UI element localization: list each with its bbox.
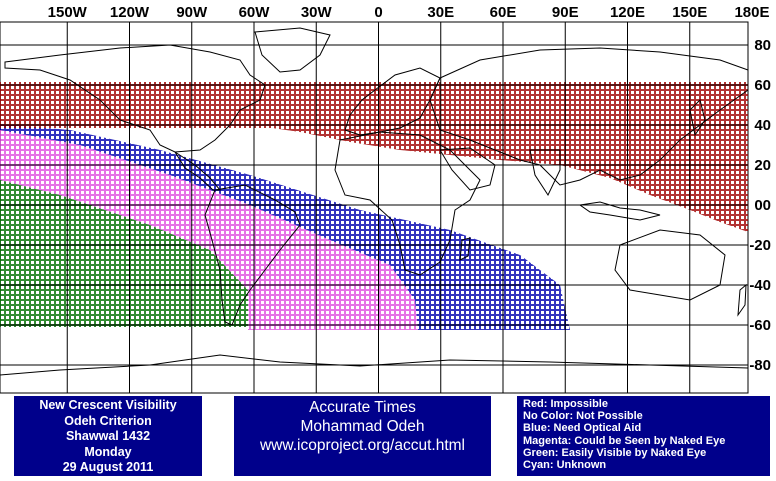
visibility-info-panel: New Crescent Visibility Odeh Criterion S…	[14, 396, 202, 476]
longitude-tick-label: 60W	[239, 4, 271, 21]
legend-red: Red: Impossible	[523, 398, 608, 410]
criterion-label: Odeh Criterion	[64, 413, 152, 428]
graticule	[0, 22, 748, 393]
south-america	[204, 184, 301, 326]
longitude-labels: 150W 120W 90W 60W 30W 0 30E 60E 90E 120E 150E 180E	[48, 4, 770, 21]
longitude-tick-label: 30W	[301, 4, 333, 21]
website-link[interactable]: www.icoproject.org/accut.html	[259, 437, 466, 454]
longitude-tick-label: 120W	[110, 4, 150, 21]
new-zealand	[737, 283, 747, 317]
madagascar	[459, 237, 471, 261]
weekday-label: Monday	[84, 444, 132, 459]
greenland	[254, 27, 331, 73]
month-label: Shawwal 1432	[65, 429, 151, 443]
longitude-tick-label: 0	[374, 4, 382, 21]
zone-blue	[0, 124, 570, 330]
legend-blue: Blue: Need Optical Aid	[523, 422, 642, 435]
latitude-tick-label: 00	[754, 197, 771, 214]
latitude-labels: 80 60 40 20 00 -20 -40 -60 -80	[749, 37, 771, 374]
antarctica	[0, 354, 749, 376]
longitude-tick-label: 120E	[610, 4, 645, 21]
longitude-tick-label: 30E	[427, 4, 454, 21]
latitude-tick-label: 40	[754, 117, 771, 134]
longitude-tick-label: 180E	[734, 4, 769, 21]
credits-panel: Accurate Times Mohammad Odeh www.icoproj…	[234, 396, 491, 476]
longitude-tick-label: 60E	[490, 4, 517, 21]
zone-green	[0, 180, 248, 327]
legend-panel: Red: Impossible No Color: Not Possible B…	[517, 396, 770, 476]
continents	[0, 27, 749, 376]
india	[529, 149, 561, 197]
latitude-tick-label: -80	[749, 357, 771, 374]
latitude-tick-label: -20	[749, 237, 771, 254]
legend-magenta: Magenta: Could be Seen by Naked Eye	[523, 434, 726, 447]
legend-no-color: No Color: Not Possible	[523, 410, 643, 423]
arabia	[439, 147, 496, 191]
africa	[334, 131, 481, 276]
longitude-tick-label: 90E	[552, 4, 579, 21]
latitude-tick-label: 60	[754, 77, 771, 94]
longitude-tick-label: 150W	[48, 4, 88, 21]
credits-title: Accurate Times	[309, 399, 416, 416]
north-america	[4, 44, 266, 153]
latitude-tick-label: -60	[749, 317, 771, 334]
indonesia	[578, 201, 661, 221]
asia	[429, 47, 749, 186]
zone-red	[0, 82, 748, 232]
japan	[689, 99, 706, 137]
legend-green: Green: Easily Visible by Naked Eye	[523, 446, 707, 459]
latitude-tick-label: 80	[754, 37, 771, 54]
world-map: 150W 120W 90W 60W 30W 0 30E 60E 90E 120E 150E 180E …	[0, 4, 771, 394]
date-label: 29 August 2011	[62, 460, 154, 474]
australia	[614, 229, 726, 301]
longitude-tick-label: 150E	[672, 4, 707, 21]
author-name: Mohammad Odeh	[300, 418, 425, 435]
legend-cyan: Cyan: Unknown	[523, 459, 607, 472]
latitude-tick-label: -40	[749, 277, 771, 294]
panel-title: New Crescent Visibility	[39, 398, 177, 412]
longitude-tick-label: 90W	[176, 4, 208, 21]
latitude-tick-label: 20	[754, 157, 771, 174]
